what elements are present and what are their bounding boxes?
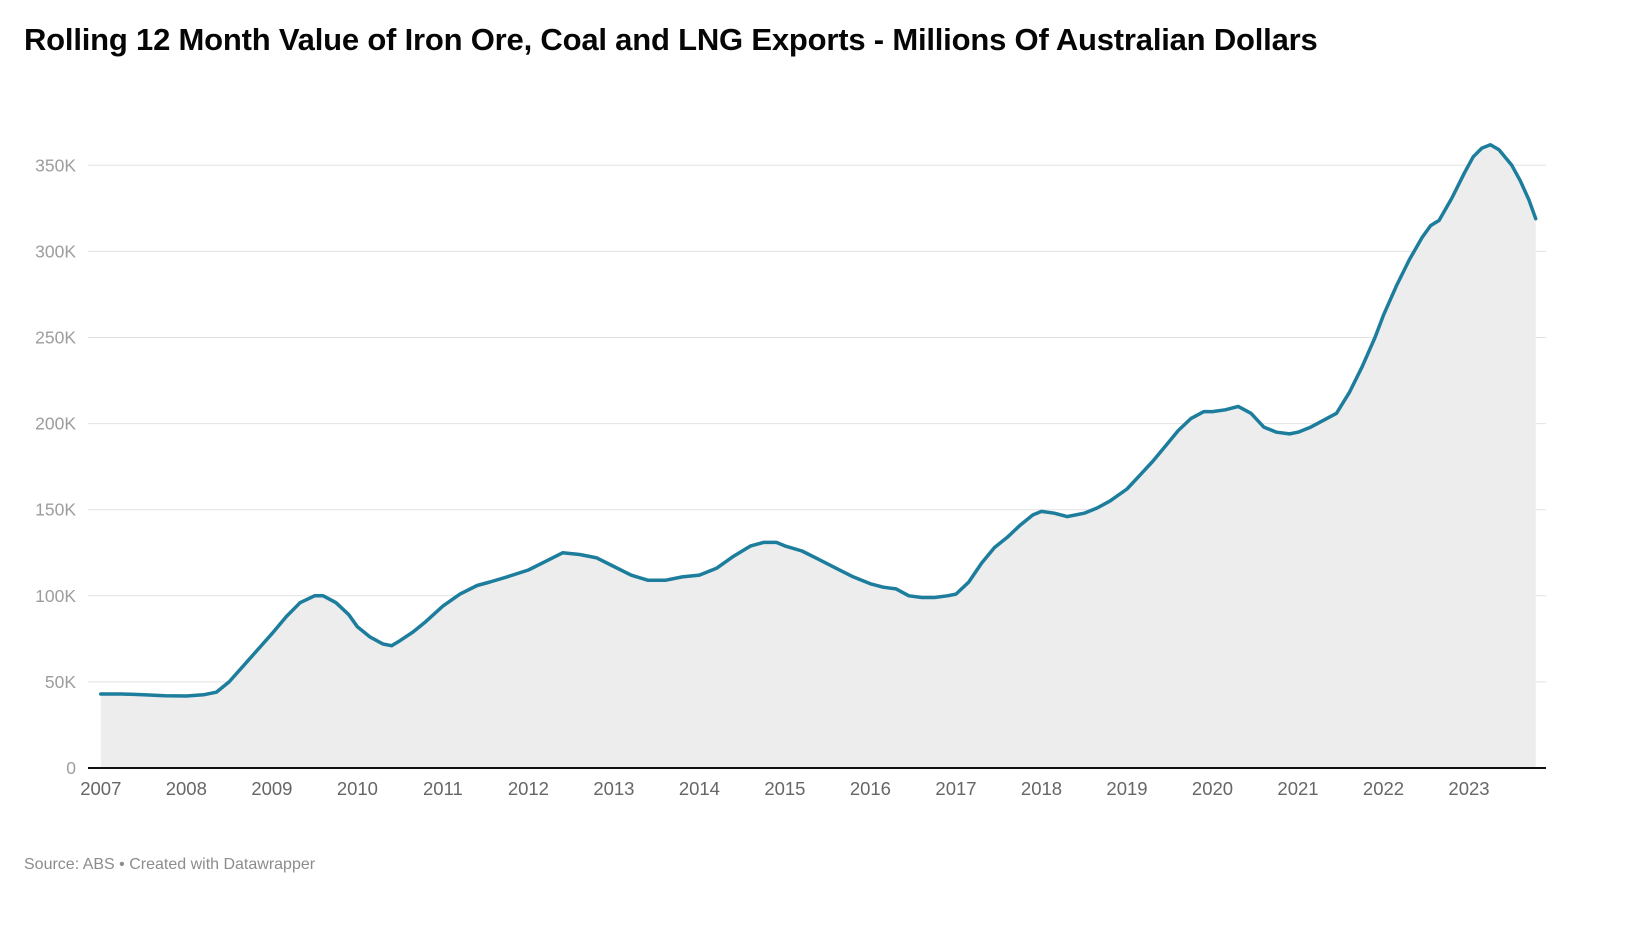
x-tick-label: 2019 — [1106, 778, 1147, 799]
y-tick-label: 100K — [35, 586, 76, 606]
x-tick-label: 2021 — [1277, 778, 1318, 799]
x-tick-label: 2023 — [1448, 778, 1489, 799]
x-tick-label: 2013 — [593, 778, 634, 799]
y-tick-label: 200K — [35, 414, 76, 434]
chart-title: Rolling 12 Month Value of Iron Ore, Coal… — [24, 22, 1318, 57]
x-tick-label: 2011 — [423, 778, 463, 799]
chart-area: 0 50K 100K 150K 200K 250K 300K 350K 2007 2008 2009… — [24, 116, 1616, 806]
x-tick-label: 2020 — [1192, 778, 1233, 799]
x-tick-label: 2012 — [508, 778, 549, 799]
series-line — [99, 142, 1538, 698]
y-tick-label: 350K — [35, 155, 76, 175]
y-tick-label: 250K — [35, 328, 76, 348]
x-tick-label: 2022 — [1363, 778, 1404, 799]
export-value-chart-svg: 0 50K 100K 150K 200K 250K 300K 350K 2007 2008 2009… — [35, 142, 1546, 799]
y-tick-label: 0 — [66, 758, 76, 778]
x-tick-label: 2009 — [251, 778, 292, 799]
x-tick-label: 2010 — [337, 778, 378, 799]
x-tick-label: 2015 — [764, 778, 805, 799]
x-tick-label: 2018 — [1021, 778, 1062, 799]
x-tick-label: 2008 — [166, 778, 207, 799]
x-tick-label: 2017 — [935, 778, 976, 799]
series-area — [100, 144, 1536, 768]
x-tick-label: 2007 — [80, 778, 121, 799]
x-tick-label: 2016 — [850, 778, 891, 799]
source-credit: Source: ABS • Created with Datawrapper — [24, 856, 316, 873]
y-tick-label: 150K — [35, 500, 76, 520]
y-tick-label: 50K — [45, 672, 76, 692]
y-tick-label: 300K — [35, 241, 76, 261]
x-tick-label: 2014 — [679, 778, 720, 799]
